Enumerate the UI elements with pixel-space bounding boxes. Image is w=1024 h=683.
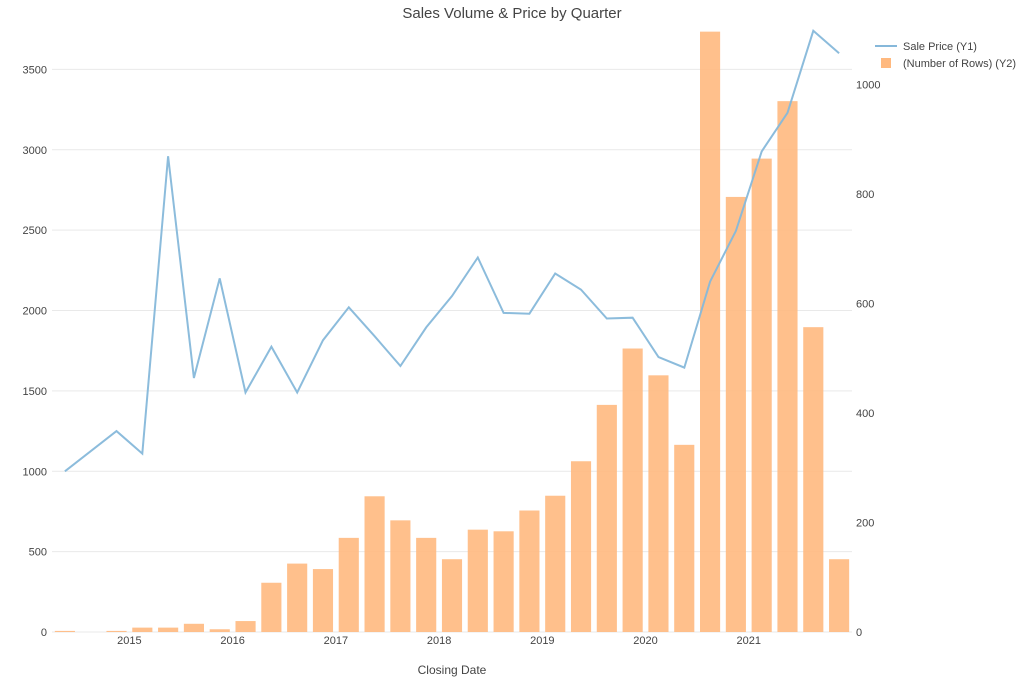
- bar[interactable]: [725, 196, 746, 632]
- y2-tick-label: 200: [856, 518, 874, 530]
- bar[interactable]: [622, 348, 643, 632]
- y2-tick-label: 800: [856, 189, 874, 201]
- bar[interactable]: [648, 375, 669, 632]
- y-tick-label: 3000: [23, 145, 47, 157]
- legend-label-bar: (Number of Rows) (Y2): [903, 58, 1016, 70]
- bar[interactable]: [751, 158, 772, 633]
- bar[interactable]: [312, 569, 334, 632]
- bar[interactable]: [596, 404, 617, 632]
- line-path[interactable]: [64, 29, 840, 473]
- x-tick-label: 2018: [427, 635, 451, 647]
- y-axis-right: 0 200 400 600 800 1000: [856, 80, 880, 639]
- bar[interactable]: [777, 101, 798, 633]
- bar[interactable]: [519, 510, 540, 632]
- bar[interactable]: [545, 495, 566, 632]
- legend-label-line: Sale Price (Y1): [903, 41, 977, 53]
- x-tick-label: 2020: [633, 635, 657, 647]
- y-tick-label: 1000: [23, 466, 47, 478]
- y-tick-label: 2500: [23, 225, 47, 237]
- x-tick-label: 2017: [324, 635, 348, 647]
- bar[interactable]: [132, 627, 153, 632]
- bar[interactable]: [700, 31, 721, 632]
- bar[interactable]: [235, 621, 256, 632]
- bar[interactable]: [54, 630, 75, 632]
- x-tick-label: 2015: [117, 635, 141, 647]
- y-tick-label: 0: [41, 627, 47, 639]
- bar[interactable]: [158, 627, 179, 632]
- bar[interactable]: [416, 537, 437, 632]
- x-tick-label: 2019: [530, 635, 554, 647]
- bar-series: [54, 31, 850, 633]
- bar[interactable]: [364, 496, 385, 632]
- chart-title: Sales Volume & Price by Quarter: [402, 5, 621, 22]
- y2-tick-label: 0: [856, 627, 862, 639]
- bar[interactable]: [493, 531, 514, 632]
- bar[interactable]: [674, 444, 695, 632]
- y-tick-label: 1500: [23, 386, 47, 398]
- y2-tick-label: 1000: [856, 80, 880, 92]
- bar[interactable]: [209, 629, 230, 632]
- bar[interactable]: [803, 327, 824, 632]
- legend[interactable]: Sale Price (Y1) (Number of Rows) (Y2): [875, 41, 1016, 70]
- y-tick-label: 2000: [23, 306, 47, 318]
- line-series: [64, 29, 840, 473]
- y-tick-label: 500: [29, 547, 47, 559]
- x-axis-title: Closing Date: [418, 663, 487, 677]
- y2-tick-label: 600: [856, 299, 874, 311]
- x-tick-label: 2021: [737, 635, 761, 647]
- bar[interactable]: [829, 559, 850, 632]
- x-tick-label: 2016: [220, 635, 244, 647]
- bar[interactable]: [183, 623, 204, 632]
- y-axis-left: 0 500 1000 1500 2000 2500 3000 3500: [23, 64, 47, 639]
- bar[interactable]: [570, 461, 592, 632]
- bar[interactable]: [261, 582, 282, 632]
- y-tick-label: 3500: [23, 64, 47, 76]
- y2-tick-label: 400: [856, 408, 874, 420]
- legend-bar-swatch: [881, 58, 891, 68]
- bar[interactable]: [106, 630, 127, 632]
- bar[interactable]: [390, 520, 411, 632]
- bar[interactable]: [338, 537, 359, 632]
- bar[interactable]: [441, 559, 463, 632]
- x-axis: 2015 2016 2017 2018 2019 2020 2021: [117, 635, 761, 647]
- bar[interactable]: [467, 529, 488, 632]
- bar[interactable]: [287, 563, 308, 632]
